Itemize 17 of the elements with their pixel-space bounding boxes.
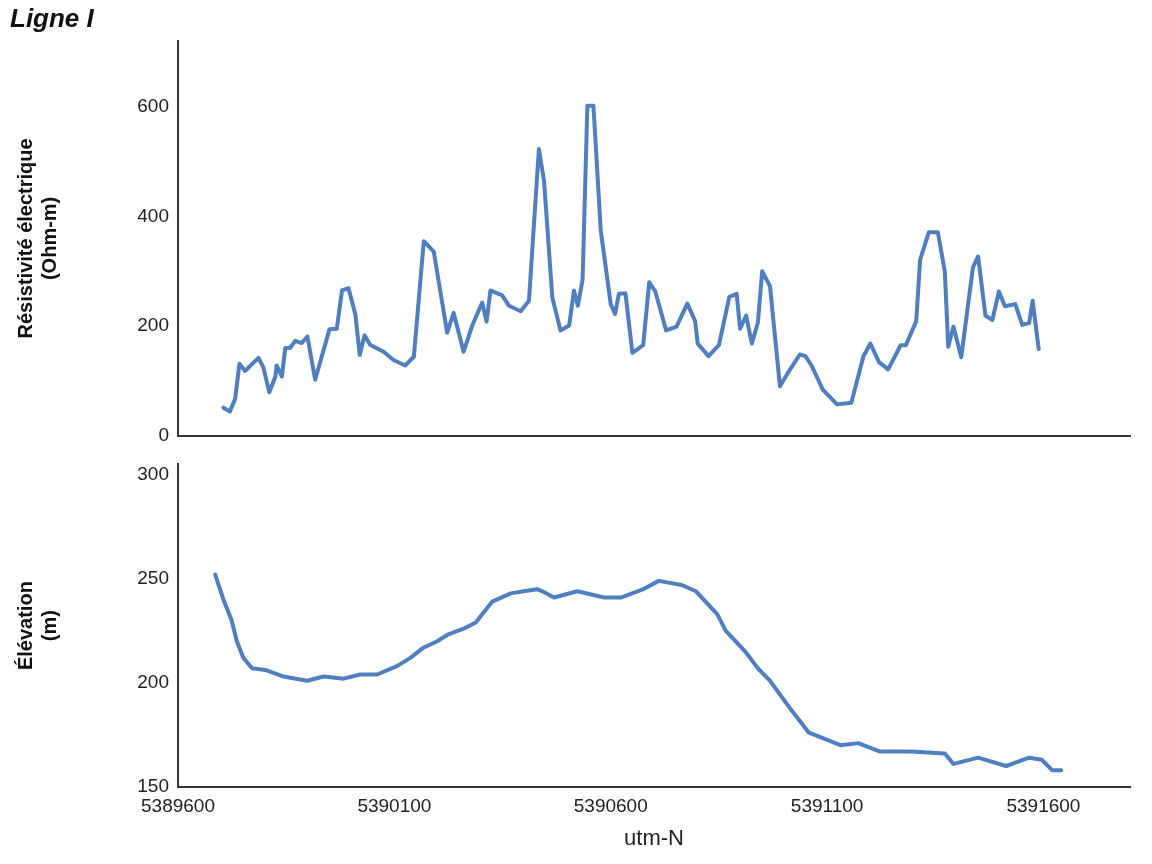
- x-axis-title: utm-N: [624, 824, 684, 850]
- y-tick-label: 0: [158, 423, 169, 445]
- y-axis-title: Élévation (m): [13, 581, 60, 671]
- y-tick-label: 200: [137, 314, 169, 336]
- y-tick-label: 400: [137, 204, 169, 226]
- y-axis-title: Résistivité électrique (Ohm-m): [13, 138, 60, 339]
- y-tick-label: 600: [137, 95, 169, 117]
- x-tick-label: 5391100: [790, 795, 864, 817]
- x-tick-label: 5390100: [357, 795, 432, 817]
- x-tick-label: 5390600: [573, 795, 648, 817]
- y-tick-label: 150: [137, 775, 169, 797]
- y-tick-label: 200: [137, 671, 169, 693]
- y-tick-label: 300: [137, 463, 169, 485]
- y-tick-label: 250: [137, 567, 169, 589]
- x-tick-label: 5389600: [141, 795, 215, 817]
- x-tick-label: 5391600: [1006, 795, 1081, 817]
- chart-title: Ligne I: [10, 2, 95, 33]
